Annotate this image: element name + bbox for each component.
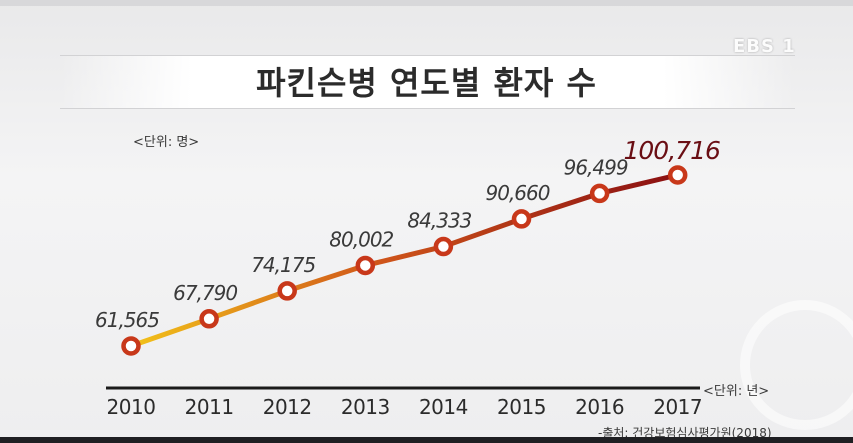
data-label: 74,175: [251, 253, 315, 277]
data-point: [277, 281, 297, 301]
decorative-circle: [740, 300, 853, 430]
data-label: 100,716: [624, 136, 720, 165]
x-tick-label: 2011: [185, 395, 234, 419]
x-tick-label: 2014: [419, 395, 468, 419]
data-point: [121, 336, 141, 356]
chart-title: 파킨슨병 연도별 환자 수: [256, 64, 597, 102]
x-tick-label: 2012: [263, 395, 312, 419]
top-strip: [0, 0, 853, 6]
data-label: 90,660: [486, 181, 550, 205]
data-point: [667, 165, 688, 185]
title-band: [60, 55, 795, 109]
y-unit-label: <단위: 명>: [133, 135, 200, 150]
data-label: 67,790: [173, 281, 237, 305]
data-point: [589, 183, 610, 204]
data-label: 96,499: [564, 155, 628, 179]
x-tick-label: 2016: [575, 395, 624, 419]
x-tick-label: 2010: [107, 395, 156, 419]
data-point: [355, 255, 376, 276]
data-point: [199, 309, 219, 329]
x-unit-label: <단위: 년>: [703, 384, 770, 399]
data-point: [433, 236, 454, 257]
data-point: [511, 209, 532, 229]
data-label: 80,002: [329, 227, 393, 251]
x-tick-label: 2015: [497, 395, 546, 419]
data-label: 84,333: [407, 209, 471, 233]
x-tick-label: 2013: [341, 395, 390, 419]
series-line: [128, 172, 681, 349]
bottom-strip: [0, 437, 853, 443]
x-tick-label: 2017: [653, 395, 702, 419]
source-note: -출처: 건강보험심사평가원(2018): [598, 426, 772, 440]
data-label: 61,565: [95, 308, 159, 332]
channel-logo: EBS 1: [733, 36, 796, 57]
